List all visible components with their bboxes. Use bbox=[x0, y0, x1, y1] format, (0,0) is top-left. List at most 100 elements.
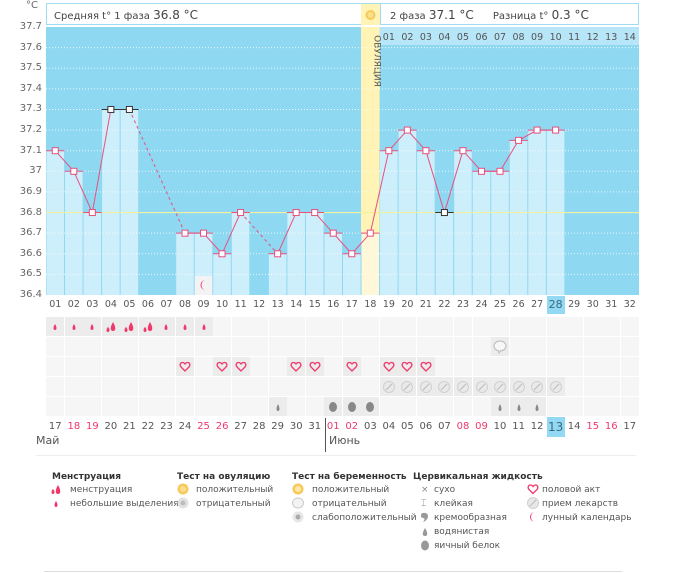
calendar-date[interactable]: 03 bbox=[363, 421, 377, 432]
calendar-date[interactable]: 30 bbox=[289, 421, 303, 432]
medication-cell[interactable] bbox=[213, 377, 232, 396]
intercourse-cell[interactable] bbox=[157, 357, 176, 376]
intercourse-cell[interactable] bbox=[324, 357, 343, 376]
test-cell[interactable] bbox=[491, 337, 510, 356]
day-number[interactable]: 31 bbox=[605, 299, 618, 310]
intercourse-cell[interactable] bbox=[583, 357, 602, 376]
intercourse-cell[interactable] bbox=[287, 357, 306, 376]
intercourse-cell[interactable] bbox=[342, 357, 361, 376]
cervical-cell[interactable] bbox=[176, 397, 195, 416]
calendar-date[interactable]: 13 bbox=[546, 417, 565, 437]
day-number[interactable]: 19 bbox=[382, 299, 395, 310]
cervical-cell[interactable] bbox=[342, 397, 361, 416]
menstruation-cell[interactable] bbox=[268, 317, 287, 336]
cervical-cell[interactable] bbox=[157, 397, 176, 416]
day-number[interactable]: 14 bbox=[290, 299, 303, 310]
cervical-cell[interactable] bbox=[324, 397, 343, 416]
medication-cell[interactable] bbox=[120, 377, 139, 396]
test-cell[interactable] bbox=[602, 337, 621, 356]
test-cell[interactable] bbox=[213, 337, 232, 356]
intercourse-cell[interactable] bbox=[379, 357, 398, 376]
test-cell[interactable] bbox=[546, 337, 565, 356]
medication-cell[interactable] bbox=[491, 377, 510, 396]
medication-cell[interactable] bbox=[64, 377, 83, 396]
day-number[interactable]: 04 bbox=[104, 299, 117, 310]
intercourse-cell[interactable] bbox=[416, 357, 435, 376]
cervical-cell[interactable] bbox=[528, 397, 547, 416]
menstruation-cell[interactable] bbox=[157, 317, 176, 336]
day-number[interactable]: 25 bbox=[494, 299, 507, 310]
medication-cell[interactable] bbox=[101, 377, 120, 396]
menstruation-cell[interactable] bbox=[453, 317, 472, 336]
intercourse-cell[interactable] bbox=[46, 357, 65, 376]
medication-cell[interactable] bbox=[565, 377, 584, 396]
cervical-cell[interactable] bbox=[453, 397, 472, 416]
intercourse-cell[interactable] bbox=[620, 357, 639, 376]
intercourse-cell[interactable] bbox=[83, 357, 102, 376]
medication-cell[interactable] bbox=[472, 377, 491, 396]
cervical-cell[interactable] bbox=[231, 397, 250, 416]
test-cell[interactable] bbox=[398, 337, 417, 356]
menstruation-cell[interactable] bbox=[509, 317, 528, 336]
calendar-date[interactable]: 04 bbox=[382, 421, 396, 432]
menstruation-cell[interactable] bbox=[213, 317, 232, 336]
day-number[interactable]: 30 bbox=[586, 299, 599, 310]
menstruation-cell[interactable] bbox=[101, 317, 120, 336]
menstruation-cell[interactable] bbox=[398, 317, 417, 336]
day-number[interactable]: 26 bbox=[512, 299, 525, 310]
test-cell[interactable] bbox=[231, 337, 250, 356]
day-number[interactable]: 06 bbox=[141, 299, 154, 310]
day-number[interactable]: 28 bbox=[546, 296, 565, 314]
cervical-cell[interactable] bbox=[509, 397, 528, 416]
medication-cell[interactable] bbox=[287, 377, 306, 396]
medication-cell[interactable] bbox=[528, 377, 547, 396]
cervical-cell[interactable] bbox=[491, 397, 510, 416]
test-cell[interactable] bbox=[342, 337, 361, 356]
menstruation-cell[interactable] bbox=[342, 317, 361, 336]
calendar-date[interactable]: 17 bbox=[48, 421, 62, 432]
menstruation-cell[interactable] bbox=[528, 317, 547, 336]
intercourse-cell[interactable] bbox=[472, 357, 491, 376]
test-cell[interactable] bbox=[120, 337, 139, 356]
test-cell[interactable] bbox=[620, 337, 639, 356]
day-number[interactable]: 12 bbox=[253, 299, 266, 310]
calendar-date[interactable]: 02 bbox=[345, 421, 359, 432]
menstruation-cell[interactable] bbox=[305, 317, 324, 336]
cervical-cell[interactable] bbox=[138, 397, 157, 416]
menstruation-cell[interactable] bbox=[64, 317, 83, 336]
intercourse-cell[interactable] bbox=[194, 357, 213, 376]
test-cell[interactable] bbox=[528, 337, 547, 356]
menstruation-cell[interactable] bbox=[361, 317, 380, 336]
medication-cell[interactable] bbox=[602, 377, 621, 396]
test-cell[interactable] bbox=[379, 337, 398, 356]
intercourse-cell[interactable] bbox=[64, 357, 83, 376]
calendar-date[interactable]: 18 bbox=[67, 421, 81, 432]
calendar-date[interactable]: 10 bbox=[493, 421, 507, 432]
day-number[interactable]: 02 bbox=[67, 299, 80, 310]
menstruation-cell[interactable] bbox=[250, 317, 269, 336]
test-cell[interactable] bbox=[46, 337, 65, 356]
intercourse-cell[interactable] bbox=[268, 357, 287, 376]
calendar-date[interactable]: 09 bbox=[475, 421, 488, 432]
calendar-date[interactable]: 07 bbox=[438, 421, 451, 432]
menstruation-cell[interactable] bbox=[472, 317, 491, 336]
cervical-cell[interactable] bbox=[120, 397, 139, 416]
calendar-date[interactable]: 20 bbox=[104, 421, 118, 432]
calendar-date[interactable]: 23 bbox=[160, 421, 173, 432]
menstruation-cell[interactable] bbox=[194, 317, 213, 336]
menstruation-cell[interactable] bbox=[83, 317, 102, 336]
day-number[interactable]: 24 bbox=[475, 299, 488, 310]
cervical-cell[interactable] bbox=[101, 397, 120, 416]
menstruation-cell[interactable] bbox=[491, 317, 510, 336]
medication-cell[interactable] bbox=[546, 377, 565, 396]
medication-cell[interactable] bbox=[268, 377, 287, 396]
test-cell[interactable] bbox=[83, 337, 102, 356]
cervical-cell[interactable] bbox=[361, 397, 380, 416]
medication-cell[interactable] bbox=[305, 377, 324, 396]
cervical-cell[interactable] bbox=[435, 397, 454, 416]
menstruation-cell[interactable] bbox=[546, 317, 565, 336]
medication-cell[interactable] bbox=[250, 377, 269, 396]
calendar-date[interactable]: 27 bbox=[234, 421, 247, 432]
cervical-cell[interactable] bbox=[250, 397, 269, 416]
day-number[interactable]: 27 bbox=[531, 299, 544, 310]
